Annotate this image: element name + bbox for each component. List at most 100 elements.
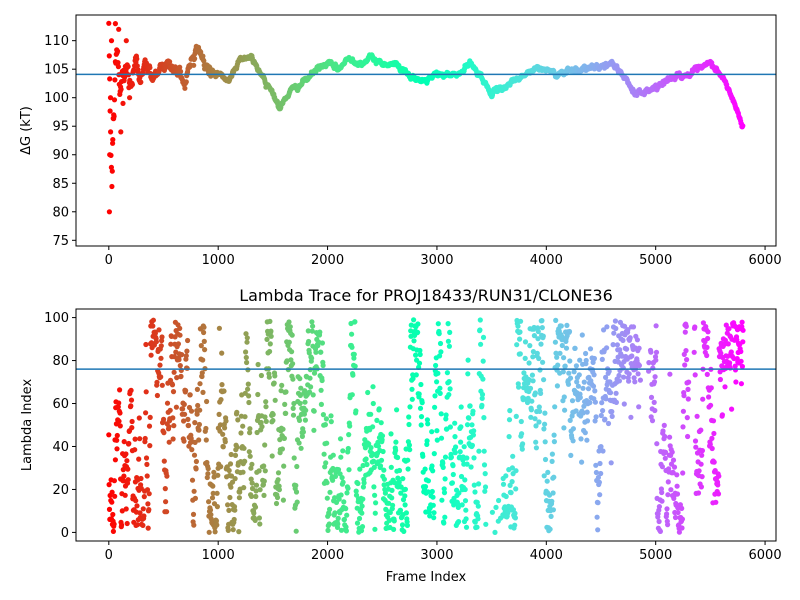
lt-point (327, 506, 333, 512)
lt-point (243, 354, 249, 361)
lt-point (263, 399, 269, 405)
lt-point (553, 350, 559, 356)
lt-point (440, 460, 446, 466)
lt-point (532, 390, 539, 396)
lt-point (180, 406, 186, 412)
lt-point (340, 448, 346, 454)
lt-point (143, 389, 149, 395)
lt-point (349, 392, 355, 398)
lt-point (709, 445, 715, 452)
lt-point (699, 474, 705, 480)
lt-point (125, 477, 131, 483)
lt-point (656, 518, 662, 525)
dg-y-axis-label: ΔG (kT) (19, 106, 34, 155)
lt-point (267, 348, 273, 355)
lt-point (332, 495, 338, 501)
lt-point (429, 429, 435, 435)
lt-point (646, 360, 652, 366)
lt-point (222, 425, 228, 431)
lt-point (242, 414, 248, 420)
lt-point (214, 504, 220, 510)
lt-point (512, 510, 518, 516)
lt-point (739, 363, 746, 370)
lt-point (158, 355, 164, 361)
lt-point (595, 500, 601, 506)
lt-point (444, 370, 450, 376)
lt-point (402, 502, 408, 508)
lt-point (435, 321, 441, 327)
lt-point (162, 486, 168, 492)
lt-point (391, 526, 397, 533)
lt-point (705, 335, 711, 342)
lt-point (368, 411, 374, 417)
lt-point (542, 439, 548, 445)
lt-point (267, 341, 273, 347)
lt-point (464, 455, 470, 461)
lt-chart-title: Lambda Trace for PROJ18433/RUN31/CLONE36 (239, 286, 613, 305)
lt-point (381, 467, 387, 473)
lt-point (651, 399, 657, 405)
lt-point (592, 418, 598, 424)
lt-point (282, 401, 288, 407)
lt-point (207, 507, 214, 513)
lt-point (437, 385, 443, 391)
lt-point (182, 411, 188, 417)
dg-point (108, 38, 115, 44)
lt-point (503, 493, 509, 500)
lt-point (161, 430, 167, 436)
lt-point (284, 358, 290, 364)
lt-point (370, 384, 376, 390)
lt-point (164, 400, 171, 406)
lt-point (415, 329, 421, 335)
lt-point (290, 361, 296, 367)
lt-point (409, 396, 415, 402)
lt-point (580, 410, 586, 416)
lt-point (555, 362, 561, 368)
lt-point (479, 391, 486, 398)
lt-point (297, 400, 303, 406)
lt-point (648, 349, 654, 355)
lt-point (227, 494, 233, 501)
lt-point (469, 422, 475, 428)
lt-point (391, 518, 397, 524)
lt-point (159, 382, 165, 388)
lt-point (568, 452, 574, 458)
lt-point (278, 388, 284, 394)
lt-point (225, 502, 231, 508)
lt-point (109, 489, 115, 495)
lt-point (667, 434, 673, 440)
lt-point (518, 418, 524, 425)
lt-point (457, 454, 463, 460)
lt-point (700, 320, 707, 326)
lt-point (732, 367, 739, 373)
lt-point (683, 323, 689, 329)
lt-point (471, 455, 477, 461)
lt-point (197, 381, 203, 387)
dg-point (110, 137, 116, 143)
lt-point (338, 527, 345, 533)
dg-point (129, 82, 135, 88)
lt-point (253, 482, 260, 488)
lt-point (616, 378, 623, 384)
lt-point (522, 339, 529, 345)
lt-x-tick-label: 0 (105, 548, 113, 563)
lt-point (226, 507, 232, 513)
lt-point (459, 502, 465, 508)
lt-point (463, 507, 469, 513)
lt-point (143, 410, 149, 416)
lt-point (591, 372, 597, 378)
lt-point (694, 413, 700, 419)
lt-point (417, 351, 423, 358)
lt-point (436, 331, 442, 337)
lt-point (161, 416, 167, 422)
lt-point (684, 357, 690, 363)
lt-point (636, 345, 642, 351)
lt-point (196, 437, 202, 443)
delta-g-panel: 0 1000 2000 3000 4000 5000 6000 75 80 85 90 95 100 10… (19, 14, 782, 268)
lt-point (609, 413, 615, 419)
lt-point (481, 448, 487, 454)
lt-x-tick-label: 5000 (639, 548, 672, 563)
lt-point (719, 412, 726, 418)
lt-point (592, 399, 599, 405)
lt-point (202, 347, 208, 353)
